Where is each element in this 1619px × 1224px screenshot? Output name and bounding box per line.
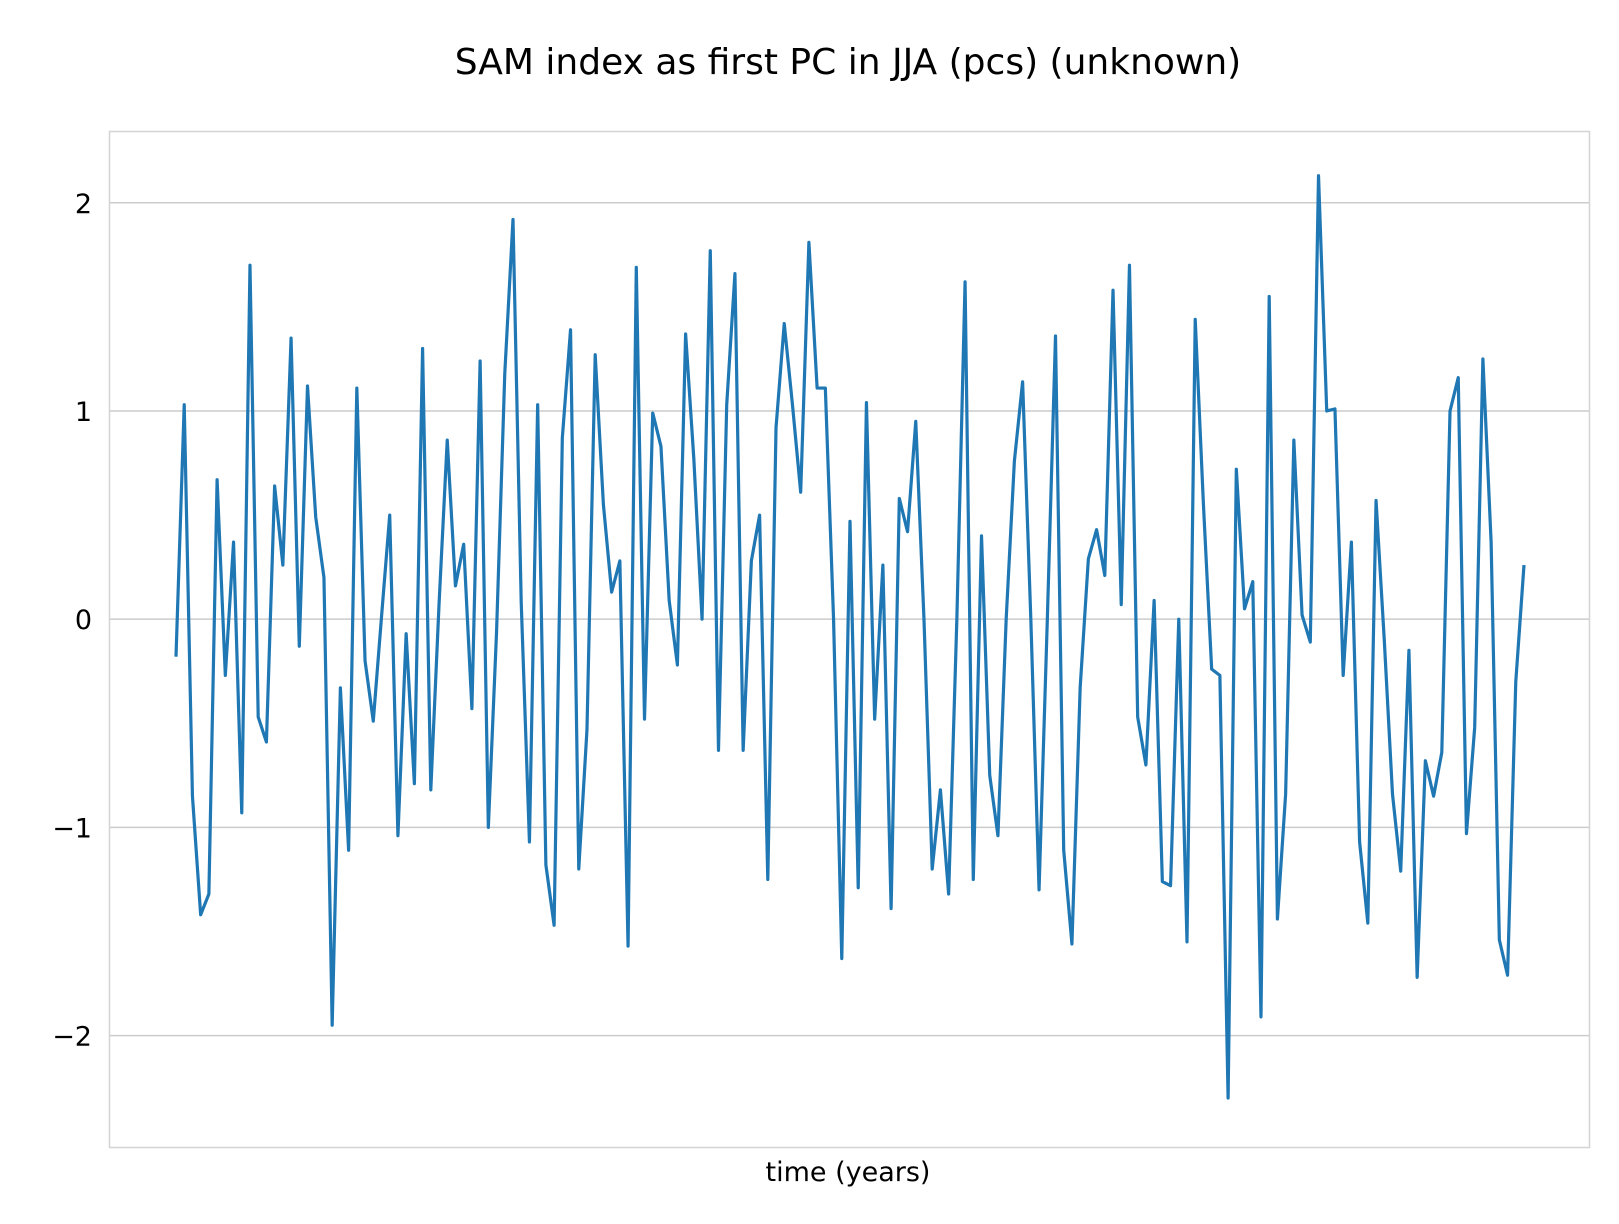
y-tick-label: 1 bbox=[75, 397, 92, 428]
y-tick-labels: 2 1 0 −1 −2 bbox=[52, 189, 92, 1053]
x-axis-label: time (years) bbox=[766, 1157, 931, 1188]
plot-frame bbox=[108, 130, 1591, 1149]
y-tick-label: 0 bbox=[75, 605, 92, 636]
y-tick-label: −1 bbox=[52, 813, 92, 844]
chart-title: SAM index as first PC in JJA (pcs) (unkn… bbox=[455, 42, 1241, 83]
y-tick-label: 2 bbox=[75, 189, 92, 220]
series-layer bbox=[174, 174, 1526, 1100]
series-line bbox=[174, 174, 1526, 1100]
y-tick-label: −2 bbox=[52, 1022, 92, 1053]
